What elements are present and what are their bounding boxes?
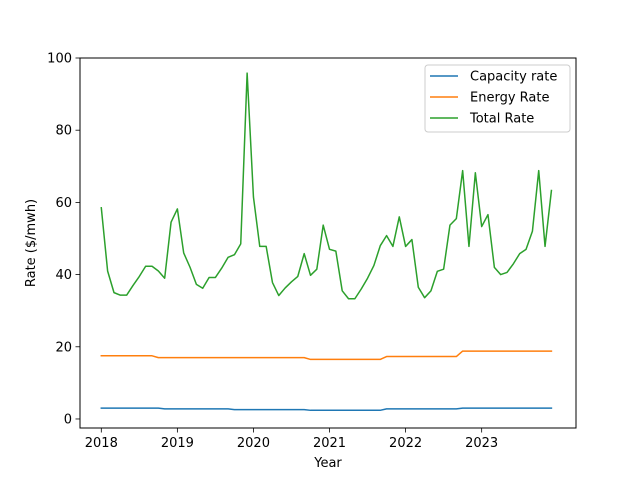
x-tick-label: 2022 bbox=[389, 436, 422, 451]
x-tick-label: 2018 bbox=[85, 436, 118, 451]
series-line-0 bbox=[100, 407, 553, 412]
plot-frame bbox=[79, 57, 577, 429]
y-tick-label: 60 bbox=[55, 196, 72, 211]
x-axis: 2018 2019 2020 2021 2022 2023 bbox=[85, 428, 498, 451]
x-tick-label: 2021 bbox=[313, 436, 346, 451]
series-line-2 bbox=[100, 72, 553, 300]
x-tick-label: 2023 bbox=[465, 436, 498, 451]
y-tick-label: 20 bbox=[55, 340, 72, 355]
y-tick-label: 0 bbox=[64, 412, 72, 427]
y-axis: 0 20 40 60 80 100 bbox=[47, 52, 80, 427]
y-tick-label: 100 bbox=[47, 52, 72, 67]
legend-label-0: Capacity rate bbox=[470, 70, 557, 85]
x-tick-label: 2020 bbox=[237, 436, 270, 451]
y-tick-label: 80 bbox=[55, 124, 72, 139]
legend-label-2: Total Rate bbox=[469, 112, 534, 127]
x-tick-label: 2019 bbox=[161, 436, 194, 451]
series-line-1 bbox=[100, 350, 553, 361]
legend-label-1: Energy Rate bbox=[470, 91, 549, 106]
plot-lines bbox=[100, 72, 553, 412]
x-axis-title: Year bbox=[313, 456, 342, 471]
legend-box bbox=[424, 64, 571, 133]
legend: Capacity rate Energy Rate Total Rate bbox=[424, 64, 571, 133]
y-tick-label: 40 bbox=[55, 268, 72, 283]
y-axis-title: Rate ($/mwh) bbox=[24, 199, 39, 287]
